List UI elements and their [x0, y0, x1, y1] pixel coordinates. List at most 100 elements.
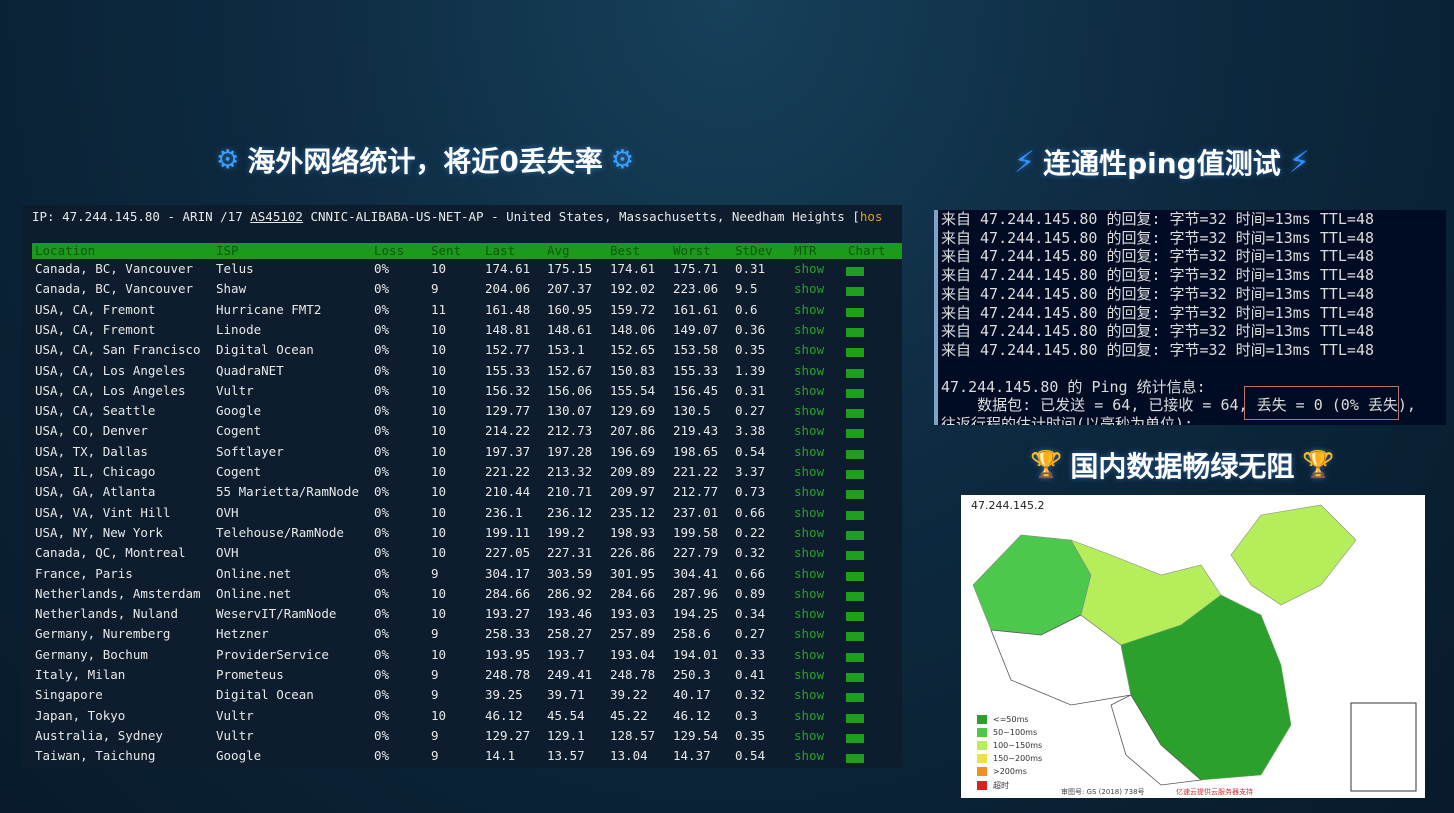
mtr-show-link[interactable]: show [794, 504, 825, 520]
mtr-show-link[interactable]: show [794, 727, 825, 743]
table-row: Germany, Bochum ProviderService 0% 10 193.95… [32, 647, 902, 667]
table-cell: 14.37 [673, 748, 711, 764]
mtr-show-link[interactable]: show [794, 443, 825, 459]
mtr-show-link[interactable]: show [794, 687, 825, 703]
chart-bar-icon[interactable] [846, 632, 864, 642]
table-cell: 152.77 [485, 342, 531, 358]
chart-bar-icon[interactable] [846, 449, 864, 459]
table-cell: Google [216, 403, 262, 419]
legend-label: 超时 [993, 781, 1009, 790]
chart-bar-icon[interactable] [846, 307, 864, 317]
table-cell: 0.35 [735, 342, 766, 358]
table-cell: 9.5 [735, 281, 758, 297]
table-cell: 198.93 [610, 524, 656, 540]
table-cell: 152.67 [547, 362, 593, 378]
chart-bar-icon[interactable] [846, 713, 864, 723]
ip-info: IP: 47.244.145.80 - ARIN /17 [32, 209, 251, 224]
legend-item: >200ms [977, 767, 1027, 776]
chart-bar-icon[interactable] [846, 429, 864, 439]
chart-bar-icon[interactable] [846, 571, 864, 581]
column-header[interactable]: Avg [547, 243, 570, 258]
legend-item: 100~150ms [977, 741, 1042, 750]
mtr-show-link[interactable]: show [794, 382, 825, 398]
chart-bar-icon[interactable] [846, 368, 864, 378]
chart-bar-icon[interactable] [846, 652, 864, 662]
mtr-show-link[interactable]: show [794, 626, 825, 642]
chart-bar-icon[interactable] [846, 673, 864, 682]
mtr-show-link[interactable]: show [794, 342, 825, 358]
mtr-show-link[interactable]: show [794, 585, 825, 601]
table-cell: 10 [431, 524, 447, 540]
table-cell: 9 [431, 281, 439, 297]
mtr-show-link[interactable]: show [794, 281, 825, 297]
column-header[interactable]: MTR [794, 243, 817, 258]
table-cell: 129.69 [610, 403, 656, 419]
table-cell: 175.15 [547, 261, 593, 276]
chart-bar-icon[interactable] [846, 551, 864, 561]
mtr-show-link[interactable]: show [794, 524, 825, 540]
table-cell: 0.41 [735, 667, 766, 682]
mtr-show-link[interactable]: show [794, 606, 825, 622]
column-header[interactable]: Last [485, 243, 516, 258]
table-cell: 3.38 [735, 423, 766, 439]
column-header[interactable]: Sent [431, 243, 462, 258]
column-header[interactable]: Loss [374, 243, 405, 258]
column-header[interactable]: ISP [216, 243, 239, 258]
table-cell: 235.12 [610, 504, 656, 520]
mtr-show-link[interactable]: show [794, 565, 825, 581]
table-cell: 0.3 [735, 707, 758, 723]
chart-bar-icon[interactable] [846, 470, 864, 479]
chart-bar-icon[interactable] [846, 388, 864, 398]
table-cell: Cogent [216, 464, 262, 479]
chart-bar-icon[interactable] [846, 733, 864, 743]
column-header[interactable]: Worst [673, 243, 711, 258]
host-link[interactable]: hos [859, 209, 883, 224]
mtr-show-link[interactable]: show [794, 321, 825, 337]
table-cell: 226.86 [610, 545, 656, 561]
legend-label: <=50ms [993, 715, 1029, 724]
table-cell: 10 [431, 545, 447, 561]
chart-bar-icon[interactable] [846, 612, 864, 622]
column-header[interactable]: Location [35, 243, 96, 258]
mtr-show-link[interactable]: show [794, 362, 825, 378]
chart-bar-icon[interactable] [846, 490, 864, 500]
chart-bar-icon[interactable] [846, 693, 864, 703]
mtr-show-link[interactable]: show [794, 646, 825, 662]
table-cell: 219.43 [673, 423, 719, 439]
chart-bar-icon[interactable] [846, 327, 864, 337]
table-cell: 155.54 [610, 382, 656, 398]
map-credit: 亿速云提供云服务器支持 [1176, 788, 1253, 796]
table-cell: 0% [374, 342, 390, 358]
mtr-show-link[interactable]: show [794, 748, 825, 764]
asn-link[interactable]: AS45102 [250, 209, 303, 224]
table-cell: 304.17 [485, 565, 531, 581]
chart-bar-icon[interactable] [846, 267, 864, 276]
column-header[interactable]: StDev [735, 243, 773, 258]
mtr-show-link[interactable]: show [794, 261, 825, 276]
table-cell: 0.6 [735, 301, 758, 317]
column-header[interactable]: Best [610, 243, 641, 258]
south-sea-inset [1350, 702, 1417, 792]
mtr-show-link[interactable]: show [794, 423, 825, 439]
column-header[interactable]: Chart [848, 243, 886, 258]
table-cell: 10 [431, 504, 447, 520]
mtr-show-link[interactable]: show [794, 545, 825, 561]
chart-bar-icon[interactable] [846, 287, 864, 297]
mtr-show-link[interactable]: show [794, 403, 825, 419]
chart-bar-icon[interactable] [846, 530, 864, 540]
lightning-icon: ⚡ [1014, 144, 1036, 180]
chart-bar-icon[interactable] [846, 409, 864, 419]
chart-bar-icon[interactable] [846, 754, 864, 764]
table-row: USA, CA, Fremont Hurricane FMT2 0% 11 161.48… [32, 302, 902, 322]
chart-bar-icon[interactable] [846, 591, 864, 601]
mtr-show-link[interactable]: show [794, 484, 825, 500]
mtr-show-link[interactable]: show [794, 707, 825, 723]
mtr-show-link[interactable]: show [794, 301, 825, 317]
chart-bar-icon[interactable] [846, 510, 864, 520]
region-northeast [1230, 504, 1357, 606]
heading-domestic: 🏆 国内数据畅绿无阻 🏆 [1030, 445, 1335, 485]
chart-bar-icon[interactable] [846, 348, 864, 358]
mtr-show-link[interactable]: show [794, 667, 825, 682]
mtr-show-link[interactable]: show [794, 464, 825, 479]
table-cell: 0% [374, 646, 390, 662]
